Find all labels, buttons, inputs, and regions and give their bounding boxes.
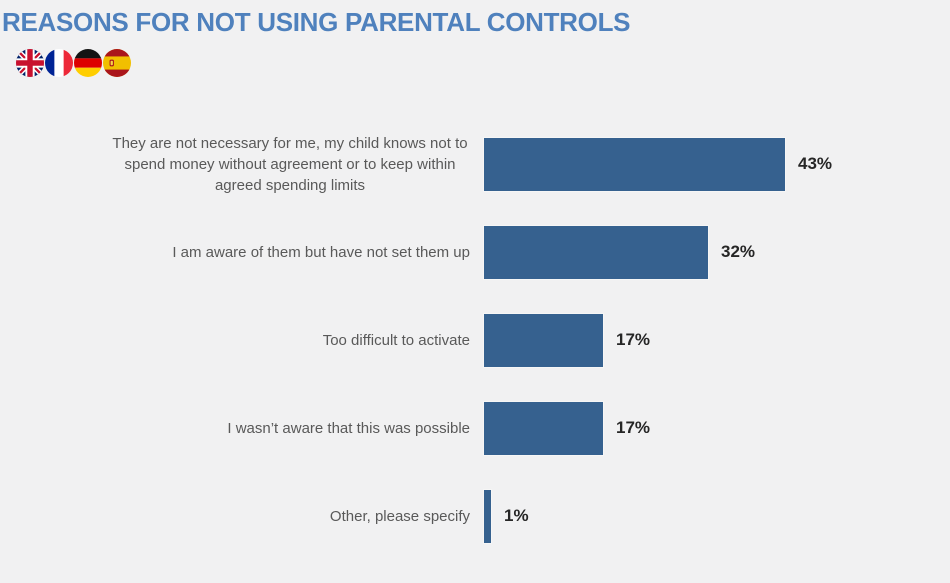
flag-spain-icon bbox=[103, 48, 131, 77]
page-title: REASONS FOR NOT USING PARENTAL CONTROLS bbox=[2, 7, 631, 37]
bar-area: 17% bbox=[484, 313, 950, 367]
bar-category-label: Other, please specify bbox=[329, 507, 470, 525]
chart-row: I wasn’t aware that this was possible 17… bbox=[0, 384, 950, 472]
bar-chart: They are not necessary for me, my child … bbox=[0, 120, 950, 560]
flag-row bbox=[16, 48, 950, 77]
bar-area: 1% bbox=[484, 489, 950, 543]
chart-row: They are not necessary for me, my child … bbox=[0, 120, 950, 208]
bar-value-label: 17% bbox=[616, 418, 651, 437]
bar-category-label: I am aware of them but have not set them… bbox=[172, 243, 470, 261]
chart-row: Other, please specify 1% bbox=[0, 472, 950, 560]
bar-area: 43% bbox=[484, 137, 950, 191]
chart-row: I am aware of them but have not set them… bbox=[0, 208, 950, 296]
chart-rows: They are not necessary for me, my child … bbox=[0, 120, 950, 560]
bar-category-label: They are not necessary for me, my child … bbox=[112, 134, 468, 194]
bar bbox=[484, 489, 491, 543]
flag-uk-icon bbox=[16, 48, 44, 77]
flag-france-icon bbox=[45, 48, 73, 77]
bar-value-label: 17% bbox=[616, 330, 651, 349]
bar-value-label: 1% bbox=[504, 506, 529, 525]
header: REASONS FOR NOT USING PARENTAL CONTROLS bbox=[0, 0, 950, 77]
bar-category-label: I wasn’t aware that this was possible bbox=[227, 419, 470, 437]
bar-area: 32% bbox=[484, 225, 950, 279]
bar bbox=[484, 225, 708, 279]
bar-value-label: 43% bbox=[798, 154, 833, 173]
bar-category-label: Too difficult to activate bbox=[322, 331, 470, 349]
bar-area: 17% bbox=[484, 401, 950, 455]
flag-germany-icon bbox=[74, 48, 102, 77]
bar bbox=[484, 401, 603, 455]
bar bbox=[484, 313, 603, 367]
bar bbox=[484, 137, 785, 191]
bar-value-label: 32% bbox=[721, 242, 756, 261]
chart-row: Too difficult to activate 17% bbox=[0, 296, 950, 384]
